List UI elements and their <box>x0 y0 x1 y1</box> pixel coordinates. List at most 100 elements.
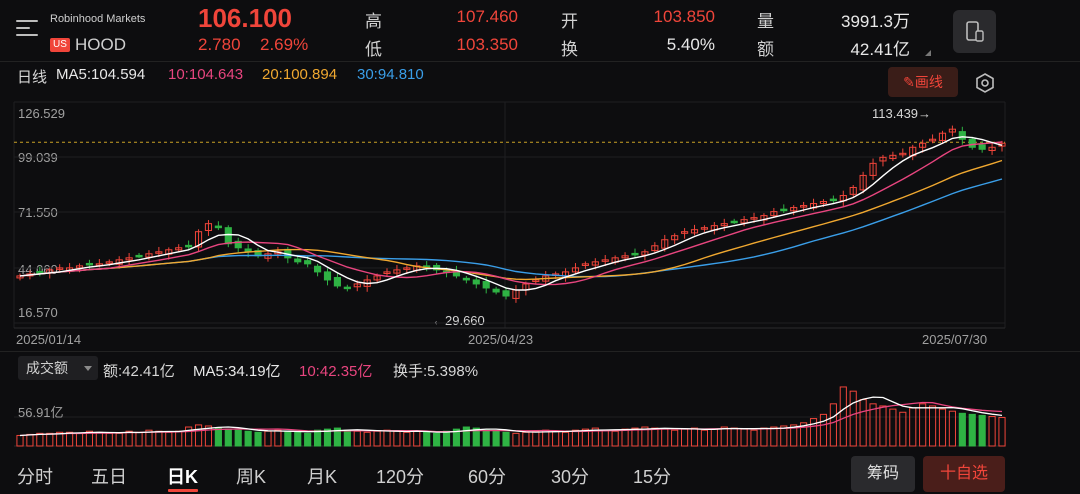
candle-body <box>899 152 907 156</box>
candle-body <box>988 146 996 151</box>
volume-bar <box>740 428 748 447</box>
volume-bar <box>869 403 877 447</box>
candle-body <box>462 277 470 281</box>
pencil-icon: ✎ <box>903 74 915 90</box>
volume-bar <box>383 429 391 447</box>
candle-body <box>879 156 887 162</box>
amount-value: 42.41亿 <box>850 40 910 59</box>
volume-bar <box>224 428 232 447</box>
candle-body <box>958 131 966 140</box>
volume-bar <box>839 386 847 447</box>
volume-bar <box>502 431 510 447</box>
settings-icon[interactable] <box>974 72 996 94</box>
volume-bar <box>333 427 341 447</box>
candle-body <box>829 198 837 202</box>
volume-bar <box>968 413 976 447</box>
volume-bar <box>998 417 1006 447</box>
candle-body <box>314 265 322 273</box>
expand-triangle-icon[interactable] <box>925 50 931 56</box>
phone-icon <box>966 21 984 42</box>
volume-bar <box>800 422 808 447</box>
candle-body <box>383 271 391 274</box>
candle-body <box>145 253 153 258</box>
menu-icon[interactable] <box>16 20 38 40</box>
volume-bar <box>66 431 74 447</box>
volume-bar <box>462 426 470 447</box>
ma20-line <box>19 159 1003 281</box>
volume-bar <box>750 429 758 447</box>
candle-body <box>968 138 976 148</box>
tab-6[interactable]: 60分 <box>468 467 507 487</box>
volume-bar <box>571 429 580 447</box>
volume-bar <box>760 427 768 447</box>
candle-body <box>135 254 143 258</box>
volume-bar <box>323 428 332 447</box>
candle-body <box>194 231 203 248</box>
tab-0[interactable]: 分时 <box>17 467 53 487</box>
x-tick-label: 2025/04/23 <box>468 332 534 347</box>
volume-bar <box>859 399 867 447</box>
volume-bar <box>522 431 530 447</box>
volume-bar <box>611 430 619 447</box>
volume-turnover-legend: 换手:5.398% <box>393 363 479 380</box>
candle-body <box>343 286 351 290</box>
active-tab-indicator <box>168 489 198 492</box>
volume-bar <box>363 431 371 447</box>
draw-line-button[interactable]: ✎画线 <box>888 67 958 97</box>
candle-body <box>750 217 758 220</box>
volume-bar <box>194 424 203 447</box>
price-change: 2.780 <box>198 35 241 54</box>
tab-4[interactable]: 月K <box>307 467 338 487</box>
candle-body <box>204 223 213 231</box>
candle-body <box>175 247 183 251</box>
candle-body <box>304 260 312 265</box>
candle-body <box>591 261 599 266</box>
volume-bar <box>175 430 183 447</box>
volume-bar <box>958 412 966 447</box>
max-price-annotation: 113.439→ <box>872 106 932 121</box>
volume-bar <box>353 430 361 447</box>
candle-body <box>403 267 411 270</box>
volume-bar <box>254 431 262 447</box>
volume-bar <box>95 431 103 447</box>
ma20-legend: 20:100.894 <box>262 66 338 83</box>
candle-body <box>869 162 877 176</box>
volume-bar <box>274 429 282 447</box>
candle-body <box>224 227 232 245</box>
candle-body <box>56 267 64 270</box>
candle-body <box>938 132 947 141</box>
volume-bar <box>264 430 272 447</box>
volume-bar <box>641 426 649 447</box>
volume-ma5-legend: MA5:34.19亿 <box>193 363 281 380</box>
volume-bar <box>373 430 381 447</box>
tab-7[interactable]: 30分 <box>551 467 590 487</box>
tab-8[interactable]: 15分 <box>633 467 672 487</box>
tab-2[interactable]: 日K <box>167 467 198 487</box>
candle-body <box>333 277 341 287</box>
add-watchlist-button[interactable]: 十自选 <box>923 456 1005 492</box>
tab-1[interactable]: 五日 <box>91 467 127 487</box>
volume-bar <box>621 428 629 447</box>
volume-divider <box>0 351 1080 352</box>
volume-bar <box>561 431 570 447</box>
volume-bar <box>849 390 857 447</box>
volume-bar <box>314 429 322 447</box>
candle-body <box>353 283 361 288</box>
candle-body <box>373 275 381 281</box>
candle-body <box>16 275 24 279</box>
candle-body <box>85 262 94 266</box>
candle-body <box>730 220 738 224</box>
tab-5[interactable]: 120分 <box>376 467 425 487</box>
candle-body <box>681 231 689 234</box>
candle-body <box>800 205 808 208</box>
candle-body <box>185 244 193 248</box>
volume-indicator-select[interactable]: 成交额 <box>18 356 98 380</box>
tab-3[interactable]: 周K <box>236 467 267 487</box>
volume-bar <box>978 414 986 447</box>
volume-bar <box>433 432 441 447</box>
device-toggle-button[interactable] <box>953 10 996 53</box>
volume-indicator-label: 成交额 <box>26 360 68 376</box>
low-value: 103.350 <box>456 35 518 54</box>
chips-button[interactable]: 筹码 <box>851 456 915 492</box>
